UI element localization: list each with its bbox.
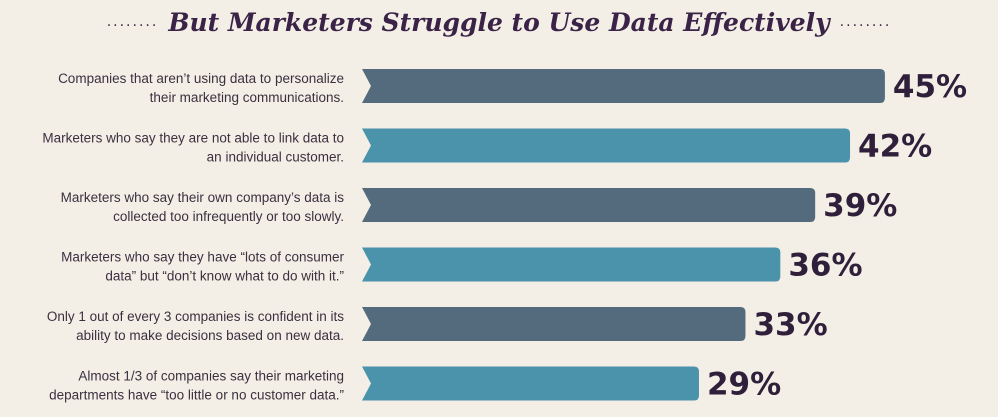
- category-label: an individual customer.: [207, 150, 344, 165]
- category-label: their marketing communications.: [150, 90, 344, 105]
- value-label: 29%: [707, 367, 781, 403]
- title-dots-left: ........: [106, 14, 159, 30]
- category-label: Marketers who say they are not able to l…: [42, 131, 344, 146]
- value-label: 42%: [858, 129, 932, 165]
- category-label: collected too infrequently or too slowly…: [113, 209, 344, 224]
- bar-row: Marketers who say their own company’s da…: [61, 188, 897, 224]
- category-label: departments have “too little or no custo…: [49, 388, 344, 403]
- category-label: Marketers who say they have “lots of con…: [61, 250, 344, 265]
- category-label: Companies that aren’t using data to pers…: [58, 71, 344, 86]
- bar-row: Almost 1/3 of companies say their market…: [49, 366, 781, 403]
- bar: [362, 69, 885, 103]
- category-label: Only 1 out of every 3 companies is confi…: [47, 309, 344, 324]
- value-label: 39%: [823, 188, 897, 224]
- bar: [362, 188, 816, 222]
- value-label: 45%: [893, 69, 967, 105]
- category-label: data” but “don’t know what to do with it…: [105, 269, 344, 284]
- title-dots-right: ........: [839, 14, 892, 30]
- category-label: ability to make decisions based on new d…: [76, 328, 344, 343]
- value-label: 36%: [788, 248, 862, 284]
- chart-header: ........ But Marketers Struggle to Use D…: [0, 0, 998, 44]
- bar-chart: Companies that aren’t using data to pers…: [42, 69, 967, 403]
- bar: [362, 307, 746, 341]
- bar: [362, 366, 699, 401]
- bar: [362, 247, 781, 282]
- value-label: 33%: [753, 307, 827, 343]
- bar-row: Marketers who say they have “lots of con…: [61, 247, 863, 284]
- bar: [362, 128, 851, 163]
- bar-row: Only 1 out of every 3 companies is confi…: [47, 307, 828, 343]
- category-label: Almost 1/3 of companies say their market…: [78, 369, 344, 384]
- bar-row: Marketers who say they are not able to l…: [42, 128, 932, 165]
- category-label: Marketers who say their own company’s da…: [61, 190, 345, 205]
- bar-row: Companies that aren’t using data to pers…: [58, 69, 967, 105]
- chart-title: But Marketers Struggle to Use Data Effec…: [168, 7, 830, 37]
